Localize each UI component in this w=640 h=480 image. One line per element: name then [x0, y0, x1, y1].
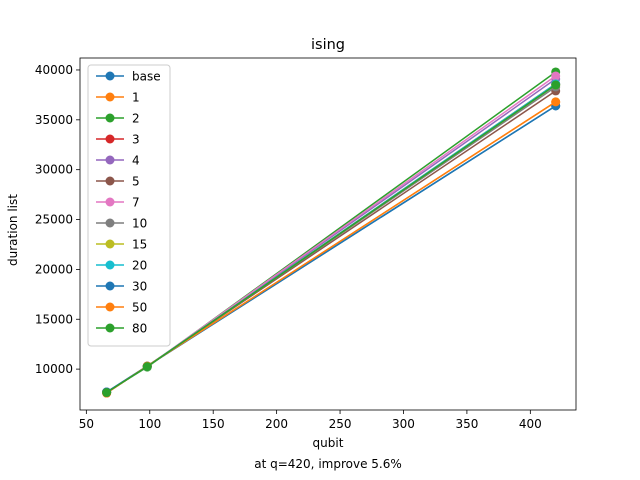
data-point	[551, 97, 561, 107]
legend-marker	[105, 176, 115, 186]
legend-label: 7	[132, 196, 140, 210]
x-tick-label: 400	[519, 417, 542, 431]
series-line	[106, 71, 557, 393]
legend-item: base	[96, 70, 161, 84]
legend-item: 5	[96, 175, 140, 189]
series-80	[102, 80, 561, 398]
series-50	[102, 97, 561, 398]
legend-label: 50	[132, 301, 147, 315]
legend-marker	[105, 134, 115, 144]
legend-label: 3	[132, 133, 140, 147]
legend-label: 5	[132, 175, 140, 189]
data-point	[142, 362, 152, 372]
chart-title: ising	[311, 37, 345, 53]
legend-marker	[105, 71, 115, 81]
legend-item: 10	[96, 217, 147, 231]
y-tick-label: 15000	[35, 312, 73, 326]
legend-item: 4	[96, 154, 140, 168]
legend-label: base	[132, 70, 161, 84]
y-tick-label: 35000	[35, 113, 73, 127]
legend-box	[87, 64, 171, 347]
legend-marker	[105, 155, 115, 165]
series-30	[102, 101, 561, 397]
y-tick-label: 10000	[35, 362, 73, 376]
y-tick-label: 20000	[35, 262, 73, 276]
y-axis-label: duration list	[6, 194, 20, 266]
legend-item: 3	[96, 133, 140, 147]
legend-item: 20	[96, 259, 147, 273]
legend-marker	[105, 260, 115, 270]
y-tick-label: 25000	[35, 213, 73, 227]
legend-label: 10	[132, 217, 147, 231]
legend: base 1 2 3 4 5 7 10 15 20 30 50 80	[87, 64, 171, 347]
legend-marker	[105, 323, 115, 333]
legend-marker	[105, 113, 115, 123]
legend-label: 15	[132, 238, 147, 252]
legend-item: 2	[96, 112, 140, 126]
legend-item: 7	[96, 196, 140, 210]
x-axis-label: qubit	[313, 436, 344, 450]
legend-label: 2	[132, 112, 140, 126]
data-point	[551, 80, 561, 90]
plot-series-layer	[102, 67, 561, 398]
legend-item: 50	[96, 301, 147, 315]
x-tick-label: 250	[329, 417, 352, 431]
legend-label: 4	[132, 154, 140, 168]
x-tick-label: 100	[138, 417, 161, 431]
legend-marker	[105, 218, 115, 228]
plot-frame	[79, 57, 577, 411]
legend-item: 80	[96, 322, 147, 336]
axes-layer: 50 100 150 200 250 300 350 40010000150002000025…	[35, 57, 577, 431]
legend-marker	[105, 302, 115, 312]
x-tick-label: 200	[265, 417, 288, 431]
legend-marker	[105, 281, 115, 291]
series-2	[102, 67, 561, 397]
legend-label: 80	[132, 322, 147, 336]
chart-caption: at q=420, improve 5.6%	[254, 457, 402, 471]
y-tick-label: 40000	[35, 63, 73, 77]
x-tick-label: 300	[392, 417, 415, 431]
x-tick-label: 350	[455, 417, 478, 431]
legend-item: 15	[96, 238, 147, 252]
y-tick-label: 30000	[35, 163, 73, 177]
data-point	[102, 388, 112, 398]
x-tick-label: 150	[202, 417, 225, 431]
legend-item: 30	[96, 280, 147, 294]
series-line	[106, 101, 557, 394]
series-line	[106, 83, 557, 394]
legend-label: 1	[132, 91, 140, 105]
x-tick-label: 50	[79, 417, 94, 431]
legend-marker	[105, 92, 115, 102]
legend-marker	[105, 239, 115, 249]
data-point	[551, 71, 561, 81]
legend-marker	[105, 197, 115, 207]
legend-item: 1	[96, 91, 140, 105]
legend-label: 20	[132, 259, 147, 273]
legend-label: 30	[132, 280, 147, 294]
